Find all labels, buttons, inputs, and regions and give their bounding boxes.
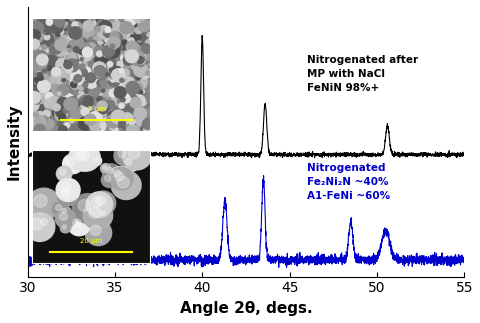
Y-axis label: Intensity: Intensity xyxy=(7,103,22,180)
X-axis label: Angle 2θ, degs.: Angle 2θ, degs. xyxy=(180,301,312,316)
Text: Nitrogenated after
MP with NaCl
FeNiN 98%+: Nitrogenated after MP with NaCl FeNiN 98… xyxy=(307,56,418,93)
Text: Nitrogenated
Fe₂Ni₂N ~40%
A1-FeNi ~60%: Nitrogenated Fe₂Ni₂N ~40% A1-FeNi ~60% xyxy=(307,163,390,201)
